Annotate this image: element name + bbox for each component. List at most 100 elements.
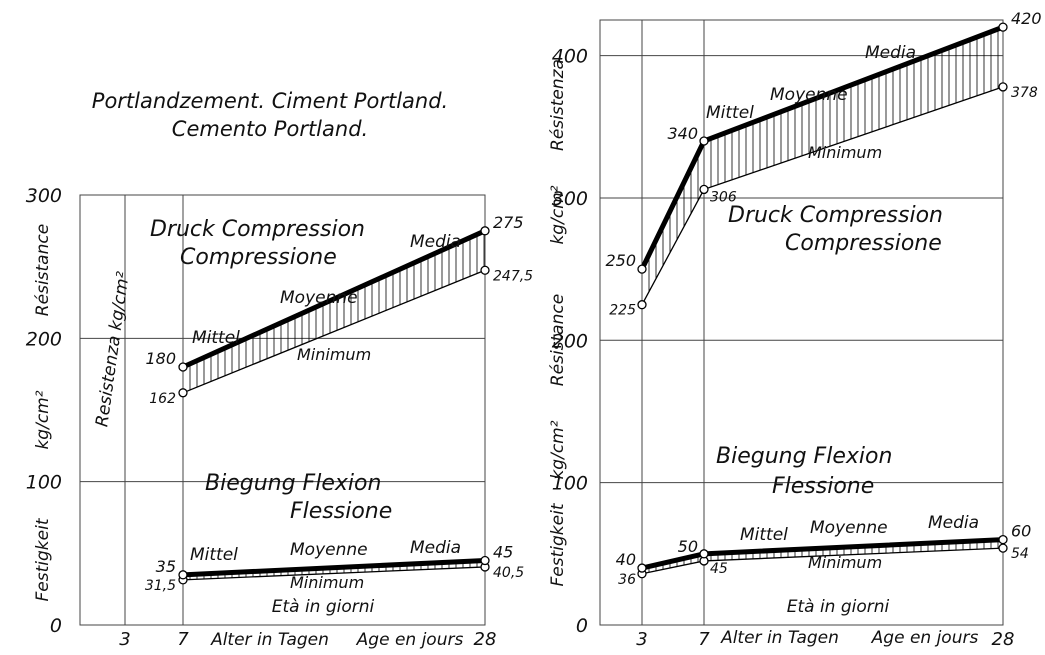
x-tick-label: 7 (177, 629, 189, 650)
series-group: Druck Compression Compressione 250 340 420 22… (605, 9, 1041, 319)
figure-title-line-1: Portlandzement. Ciment Portland. (92, 89, 448, 113)
series-label-mittel: Media (865, 43, 916, 63)
point-label: 50 (678, 537, 698, 556)
point-label: 180 (145, 349, 176, 368)
series-label-minimum: Minimum (808, 143, 882, 162)
group-title: Compressione (785, 231, 942, 256)
series-label-minimum: Minimum (808, 553, 882, 572)
data-point (178, 570, 188, 580)
y-tick-label: 0 (50, 615, 62, 637)
figure-title-line-2: Cemento Portland. (172, 117, 368, 141)
y-tick-label: 0 (576, 615, 588, 637)
data-point (480, 226, 490, 236)
series-label-mittel: Moyenne (280, 288, 358, 308)
series-line-minimum (641, 86, 1004, 306)
x-tick-label: 3 (119, 629, 130, 650)
point-label: 247,5 (493, 268, 533, 284)
y-tick-label: 300 (552, 188, 588, 210)
data-point (998, 22, 1008, 32)
data-point (178, 362, 188, 372)
series-label-minimum: Minimum (297, 345, 371, 364)
series-label-mittel: Media (928, 513, 979, 533)
x-axis-label-italian: Età in giorni (787, 597, 890, 617)
data-point (480, 265, 490, 275)
series-label-mittel: Mittel (740, 525, 788, 545)
series-group: Biegung Flexion Flessione 35 45 31,5 40,5 Mitt… (145, 471, 524, 594)
y-tick-label: 100 (26, 472, 62, 494)
x-axis-label: Alter in Tagen (720, 628, 839, 648)
y-axis-label: Festigkeit (33, 517, 53, 601)
y-axis-label: kg/cm² (548, 185, 568, 244)
point-label: 40 (616, 550, 636, 569)
figure-title: Portlandzement. Ciment Portland. Cemento… (92, 89, 448, 141)
x-tick-label: 28 (474, 629, 497, 650)
point-label: 45 (493, 543, 513, 562)
data-point (998, 543, 1008, 553)
x-axis-label: Alter in Tagen (210, 630, 329, 650)
series-label-mittel: Moyenne (810, 518, 888, 538)
x-tick-label: 3 (636, 629, 647, 650)
data-point (637, 264, 647, 274)
series-label-mittel: Mittel (192, 328, 240, 348)
x-tick-label: 28 (992, 629, 1015, 650)
point-label: 54 (1011, 546, 1029, 562)
point-label: 250 (605, 251, 636, 270)
y-tick-label: 400 (552, 46, 588, 68)
y-axis-label: Résistance (33, 224, 53, 316)
data-point (637, 300, 647, 310)
y-axis-label: Résistance (548, 294, 568, 386)
point-label: 45 (710, 561, 728, 577)
point-label: 35 (156, 557, 176, 576)
data-point (480, 555, 490, 566)
data-point (699, 184, 709, 195)
hatch-band (648, 29, 999, 292)
y-axis-label: Festigkeit (548, 502, 568, 586)
point-label: 378 (1011, 85, 1038, 101)
series-label-mittel: Mittel (706, 103, 754, 123)
point-label: 60 (1011, 522, 1031, 541)
series-line-minimum (182, 269, 486, 394)
y-axis-label: kg/cm² (548, 420, 568, 479)
data-point (998, 82, 1008, 92)
y-axis-label: Résistenza (548, 59, 568, 151)
point-label: 36 (618, 572, 636, 588)
point-label: 40,5 (493, 565, 524, 581)
point-label: 340 (667, 124, 698, 143)
plot-grid (599, 19, 1004, 626)
x-axis-label: Age en jours (356, 630, 464, 650)
y-tick-label: 200 (26, 328, 62, 350)
right-chart: 0 100 200 300 400 3 7 28 Alter in Tagen Age en jo… (548, 9, 1042, 650)
series-label-mittel: Media (410, 538, 461, 558)
series-line-mittel (181, 228, 487, 370)
y-tick-label: 100 (552, 473, 588, 495)
series-line-mittel (182, 558, 486, 578)
y-axis-label: kg/cm² (33, 390, 53, 449)
data-point (699, 136, 709, 146)
data-point (637, 563, 647, 573)
data-point (699, 549, 709, 559)
point-label: 31,5 (145, 578, 176, 594)
group-title: Druck Compression (150, 217, 365, 242)
y-tick-label: 200 (552, 330, 588, 352)
series-label-mittel: Media (410, 232, 461, 252)
hatch-band (189, 231, 485, 390)
point-label: 420 (1011, 9, 1042, 28)
plot-frame (599, 19, 1004, 626)
point-label: 225 (609, 303, 636, 319)
series-group: Biegung Flexion Flessione 40 50 60 36 45 54 Mitt… (616, 444, 1032, 588)
series-group: Druck Compression Compressione 180 275 162 24… (145, 213, 533, 407)
series-label-minimum: Minimum (290, 573, 364, 592)
series-label-mittel: Mittel (190, 545, 238, 565)
point-label: 306 (710, 189, 737, 205)
y-tick-label: 300 (26, 185, 62, 207)
series-label-mittel: Moyenne (770, 85, 848, 105)
x-axis-label-italian: Età in giorni (272, 597, 375, 617)
group-title: Flessione (290, 499, 392, 524)
group-title: Biegung Flexion (205, 471, 381, 496)
point-label: 162 (149, 391, 176, 407)
group-title: Druck Compression (728, 203, 943, 228)
group-title: Compressione (180, 245, 337, 270)
data-point (178, 388, 188, 398)
left-chart: 0 100 200 300 3 7 28 Alter in Tagen Age en jours… (26, 185, 533, 650)
